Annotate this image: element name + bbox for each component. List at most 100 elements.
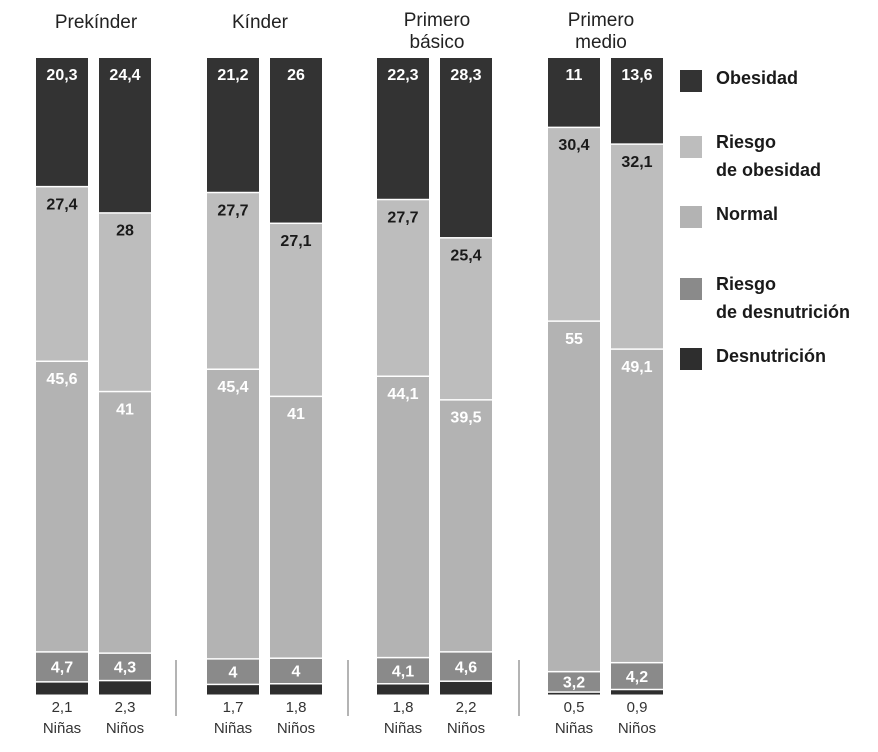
bar-segment-obesidad	[548, 58, 600, 127]
bar-segment-desnutricion	[611, 690, 663, 695]
bar-segment-riesgo-obesidad	[611, 144, 663, 349]
bar-segment-riesgo-obesidad	[99, 213, 151, 391]
bar-segment-normal	[99, 392, 151, 653]
group-label: Niñas	[384, 720, 422, 737]
group-label: Niños	[618, 720, 656, 737]
legend-entry: Desnutrición	[716, 346, 826, 366]
bar-segment-normal	[377, 377, 429, 657]
bar-segment-desnutricion	[99, 681, 151, 695]
data-label: 49,1	[621, 359, 652, 376]
data-label: 27,7	[387, 209, 418, 226]
bar-segment-riesgo-desnutricion	[440, 652, 492, 681]
data-label: 27,7	[217, 202, 248, 219]
data-label: 28,3	[450, 67, 481, 84]
bar-segment-riesgo-desnutricion	[36, 652, 88, 682]
data-label: 11	[566, 67, 583, 84]
data-label: 13,6	[621, 67, 652, 84]
data-label: 4,6	[455, 659, 477, 676]
legend-swatch	[680, 206, 702, 228]
bar-segment-riesgo-obesidad	[36, 187, 88, 361]
bar-segment-normal	[36, 362, 88, 652]
bar-segment-normal	[207, 369, 259, 659]
bar-segment-desnutricion	[270, 684, 322, 695]
data-label: 0,9	[627, 699, 648, 716]
data-label: 1,8	[286, 699, 307, 716]
data-label: 3,2	[563, 675, 585, 692]
data-label: 4,1	[392, 663, 414, 680]
bar-segment-desnutricion	[440, 681, 492, 695]
category-title: Primero	[568, 10, 635, 31]
bar-segment-riesgo-desnutricion	[99, 653, 151, 680]
legend-entry: Riesgo	[716, 274, 776, 294]
bar-segment-riesgo-desnutricion	[548, 672, 600, 692]
data-label: 4	[229, 664, 238, 681]
legend-swatch	[680, 70, 702, 92]
group-label: Niñas	[555, 720, 593, 737]
data-label: 1,7	[223, 699, 244, 716]
data-label: 4	[292, 664, 301, 681]
data-label: 41	[287, 406, 305, 423]
data-label: 30,4	[558, 137, 589, 154]
bar-segment-obesidad	[377, 58, 429, 199]
group-label: Niñas	[214, 720, 252, 737]
bar-segment-riesgo-obesidad	[440, 238, 492, 400]
data-label: 1,8	[393, 699, 414, 716]
group-label: Niños	[447, 720, 485, 737]
data-label: 4,3	[114, 660, 136, 677]
legend-swatch	[680, 278, 702, 300]
data-label: 27,4	[46, 196, 77, 213]
legend-entry: Riesgo	[716, 132, 776, 152]
data-label: 44,1	[387, 386, 418, 403]
legend-entry: de desnutrición	[716, 302, 850, 322]
bar-segment-normal	[548, 321, 600, 671]
category-title: medio	[575, 32, 627, 53]
data-label: 20,3	[46, 67, 77, 84]
data-label: 55	[565, 331, 583, 348]
bar-segment-obesidad	[611, 58, 663, 144]
data-label: 45,6	[46, 371, 77, 388]
legend-entry: de obesidad	[716, 160, 821, 180]
legend-entry: Obesidad	[716, 68, 798, 88]
bar-segment-riesgo-desnutricion	[207, 659, 259, 684]
data-label: 26	[287, 67, 305, 84]
bar-segment-desnutricion	[548, 692, 600, 695]
legend-swatch	[680, 348, 702, 370]
bar-segment-obesidad	[270, 58, 322, 223]
bar-segment-desnutricion	[377, 684, 429, 695]
bar-segment-obesidad	[440, 58, 492, 238]
bar-segment-normal	[611, 349, 663, 662]
data-label: 27,1	[280, 233, 311, 250]
category-title: Primero	[404, 10, 471, 31]
data-label: 2,3	[115, 699, 136, 716]
bar-segment-riesgo-obesidad	[377, 200, 429, 376]
data-label: 45,4	[217, 379, 248, 396]
category-title: Kínder	[232, 12, 289, 33]
bar-segment-obesidad	[207, 58, 259, 192]
group-label: Niños	[277, 720, 315, 737]
bar-segment-riesgo-obesidad	[207, 193, 259, 369]
bar-segment-normal	[270, 397, 322, 658]
category-title: Prekínder	[55, 12, 138, 33]
category-title: básico	[410, 32, 465, 53]
data-label: 21,2	[217, 67, 248, 84]
data-label: 2,2	[456, 699, 477, 716]
bar-segment-riesgo-obesidad	[270, 224, 322, 396]
data-label: 22,3	[387, 67, 418, 84]
data-label: 2,1	[52, 699, 73, 716]
group-label: Niños	[106, 720, 144, 737]
bar-segment-riesgo-desnutricion	[611, 663, 663, 689]
data-label: 39,5	[450, 410, 481, 427]
bar-segment-riesgo-desnutricion	[377, 658, 429, 684]
data-label: 41	[116, 401, 134, 418]
data-label: 0,5	[564, 699, 585, 716]
group-label: Niñas	[43, 720, 81, 737]
data-label: 28	[116, 223, 134, 240]
bar-segment-normal	[440, 400, 492, 652]
data-label: 25,4	[450, 248, 481, 265]
legend-entry: Normal	[716, 204, 778, 224]
data-label: 24,4	[109, 67, 140, 84]
bar-segment-desnutricion	[36, 682, 88, 695]
data-label: 32,1	[621, 154, 652, 171]
bar-segment-riesgo-obesidad	[548, 128, 600, 321]
